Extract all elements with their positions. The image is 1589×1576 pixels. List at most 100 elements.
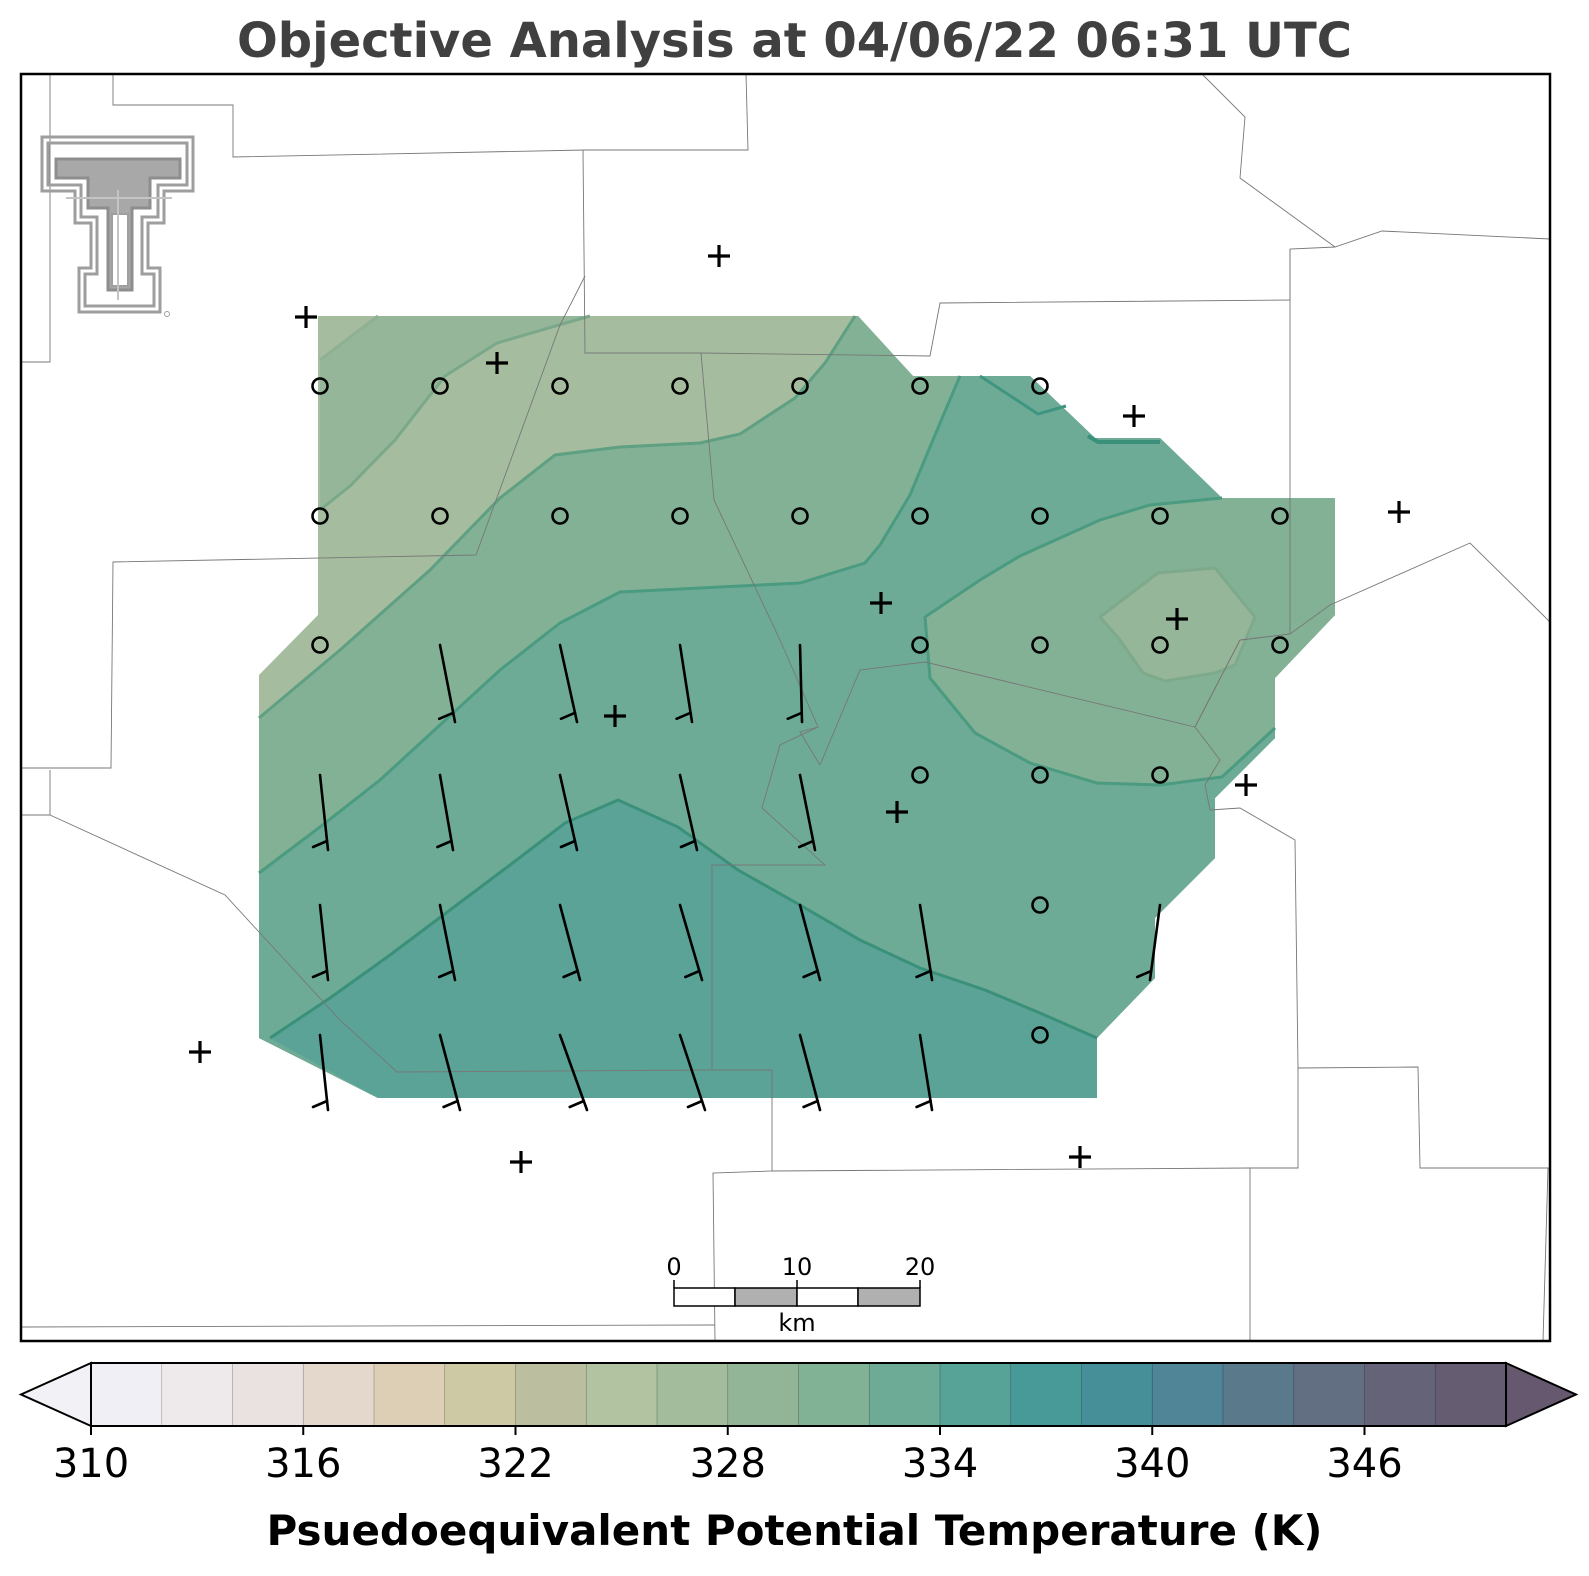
colorbar-segment — [586, 1363, 658, 1426]
station-marker — [1069, 1146, 1091, 1168]
colorbar-segment — [232, 1363, 304, 1426]
wind-barb — [678, 773, 699, 852]
colorbar-segment — [1435, 1363, 1507, 1426]
colorbar-title: Psuedoequivalent Potential Temperature (… — [266, 1506, 1323, 1555]
colorbar-over-triangle — [1505, 1361, 1579, 1428]
colorbar-segment — [1293, 1363, 1365, 1426]
colorbar-segment — [940, 1363, 1012, 1426]
map-title: Objective Analysis at 04/06/22 06:31 UTC — [237, 13, 1352, 69]
colorbar-segment — [161, 1363, 233, 1426]
wind-barb — [798, 1033, 822, 1112]
grid-point-marker — [431, 507, 449, 525]
grid-point-marker — [1031, 766, 1049, 784]
colorbar-tick-label: 340 — [1114, 1441, 1190, 1487]
wind-barb — [798, 903, 822, 982]
fill-332 — [270, 800, 1097, 1098]
wind-barb — [311, 1033, 330, 1112]
grid-point-marker — [1031, 377, 1049, 395]
colorbar-tick-label: 322 — [477, 1441, 553, 1487]
colorbar-segment — [374, 1363, 446, 1426]
grid-point-marker — [791, 377, 809, 395]
scale-bar: 0 10 20 km — [666, 1253, 935, 1337]
map-frame — [19, 72, 1552, 1343]
station-marker — [510, 1151, 532, 1173]
station-marker — [486, 352, 508, 374]
scale-unit: km — [778, 1309, 815, 1337]
colorbar-tick-label: 328 — [690, 1441, 766, 1487]
wind-barb — [311, 903, 330, 982]
grid-point-marker — [1031, 507, 1049, 525]
county-borders — [21, 74, 1550, 1341]
colorbar-segment — [444, 1363, 516, 1426]
grid-point-marker — [431, 377, 449, 395]
grid-point-markers — [311, 377, 1289, 1044]
grid-point-marker — [1031, 636, 1049, 654]
grid-point-marker — [1271, 507, 1289, 525]
wind-barbs — [311, 643, 1162, 1112]
grid-point-marker — [1031, 896, 1049, 914]
wind-barb — [558, 903, 582, 982]
wind-barb — [915, 1033, 934, 1112]
grid-point-marker — [791, 507, 809, 525]
wind-barb — [437, 643, 457, 724]
colorbar-tick-label: 346 — [1326, 1441, 1402, 1487]
texas-tech-double-t-logo — [40, 135, 195, 317]
wind-barb — [311, 773, 330, 852]
grid-point-marker — [911, 766, 929, 784]
station-marker — [295, 306, 317, 328]
wind-barb — [678, 903, 704, 982]
grid-point-marker — [671, 377, 689, 395]
wind-barb — [786, 643, 804, 724]
colorbar-segment — [1223, 1363, 1295, 1426]
station-markers — [189, 245, 1410, 1173]
station-marker — [1388, 501, 1410, 523]
grid-point-marker — [911, 507, 929, 525]
wind-barb — [437, 903, 457, 982]
grid-point-marker — [1151, 766, 1169, 784]
grid-point-marker — [551, 377, 569, 395]
wind-barb — [436, 773, 455, 852]
wind-barb — [558, 1033, 589, 1112]
station-marker — [886, 801, 908, 823]
contour-332 — [269, 798, 1098, 1040]
contour-324 — [319, 314, 379, 362]
colorbar-segment — [1010, 1363, 1082, 1426]
contour-328 — [258, 315, 857, 720]
wind-barb — [1135, 903, 1162, 982]
colorbar-segment — [727, 1363, 799, 1426]
station-marker — [870, 592, 892, 614]
grid-point-marker — [311, 507, 329, 525]
grid-point-marker — [911, 636, 929, 654]
grid-point-marker — [551, 507, 569, 525]
contour-330 — [258, 375, 962, 875]
analysis-fill — [259, 316, 1335, 1098]
colorbar-segment — [91, 1363, 163, 1426]
colorbar-tick-label: 316 — [265, 1441, 341, 1487]
map-area — [21, 74, 1550, 1341]
colorbar-segment — [515, 1363, 587, 1426]
colorbar-tick-label: 334 — [902, 1441, 978, 1487]
station-marker — [1123, 405, 1145, 427]
wind-barb — [558, 643, 579, 724]
grid-point-marker — [311, 636, 329, 654]
scale-label-10: 10 — [782, 1253, 813, 1281]
colorbar-segment — [869, 1363, 941, 1426]
grid-point-marker — [911, 377, 929, 395]
contour-326 — [319, 314, 591, 512]
colorbar: 310 316 322 328 334 340 346 — [18, 1361, 1579, 1487]
wind-barb — [675, 643, 694, 724]
grid-point-marker — [311, 377, 329, 395]
grid-point-marker — [1031, 1026, 1049, 1044]
contour-332-north — [1086, 434, 1160, 444]
grid-point-marker — [671, 507, 689, 525]
wind-barb — [438, 1033, 462, 1112]
wind-barb — [915, 903, 934, 982]
wind-barb — [678, 1033, 707, 1112]
grid-point-marker — [1151, 636, 1169, 654]
contour-lines — [258, 314, 1277, 1040]
scale-label-0: 0 — [666, 1253, 681, 1281]
colorbar-segment — [657, 1363, 729, 1426]
grid-point-marker — [1271, 636, 1289, 654]
colorbar-segment — [1152, 1363, 1224, 1426]
